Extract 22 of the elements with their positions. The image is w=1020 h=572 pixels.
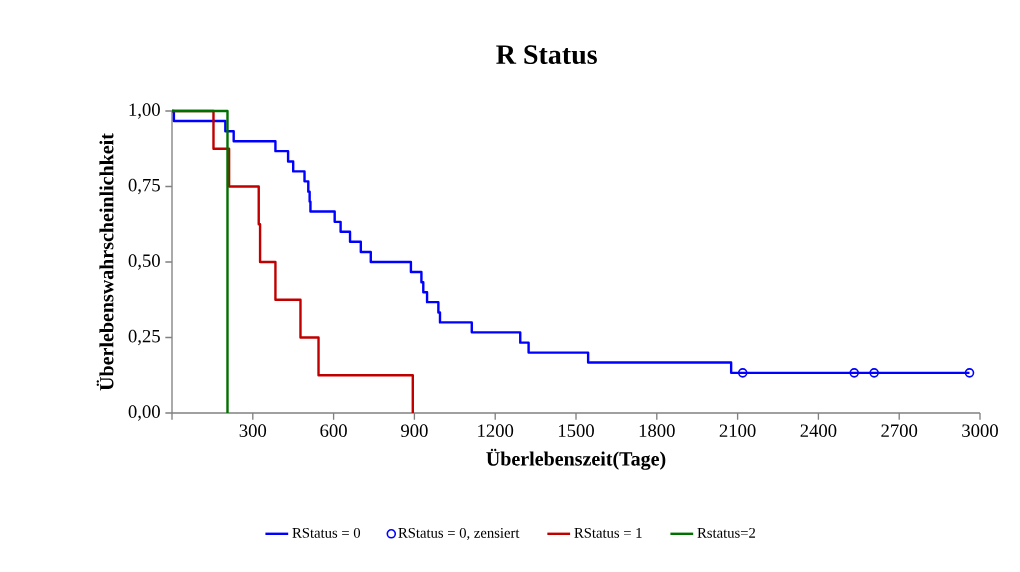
- x-tick-label: 3000: [962, 424, 998, 437]
- y-tick-label: 0,00: [128, 405, 160, 421]
- x-tick-label: 2700: [881, 424, 918, 437]
- y-tick-label: 1,00: [129, 103, 160, 119]
- x-axis-title: Überlebenszeit(Tage): [486, 448, 666, 470]
- y-tick-label: 0,50: [128, 254, 160, 270]
- x-tick-label: 600: [320, 424, 347, 437]
- x-tick-label: 1800: [639, 424, 675, 437]
- x-tick-label: 2400: [800, 424, 837, 437]
- x-tick-label: 2100: [719, 424, 756, 437]
- legend-label: Rstatus=2: [697, 527, 756, 538]
- x-tick-label: 300: [239, 424, 267, 437]
- y-tick-label: 0,25: [128, 329, 160, 346]
- x-tick-label: 1500: [558, 424, 594, 437]
- legend-label: RStatus = 1: [574, 527, 642, 538]
- legend-label: RStatus = 0: [292, 527, 361, 538]
- y-tick-label: 0,75: [128, 178, 160, 195]
- legend-label: RStatus = 0, zensiert: [398, 527, 520, 540]
- y-axis-title: Überlebenswahrscheinlichkeit: [96, 133, 114, 391]
- x-tick-label: 900: [401, 424, 428, 437]
- chart-title: R Status: [496, 45, 597, 65]
- x-tick-label: 1200: [478, 424, 514, 437]
